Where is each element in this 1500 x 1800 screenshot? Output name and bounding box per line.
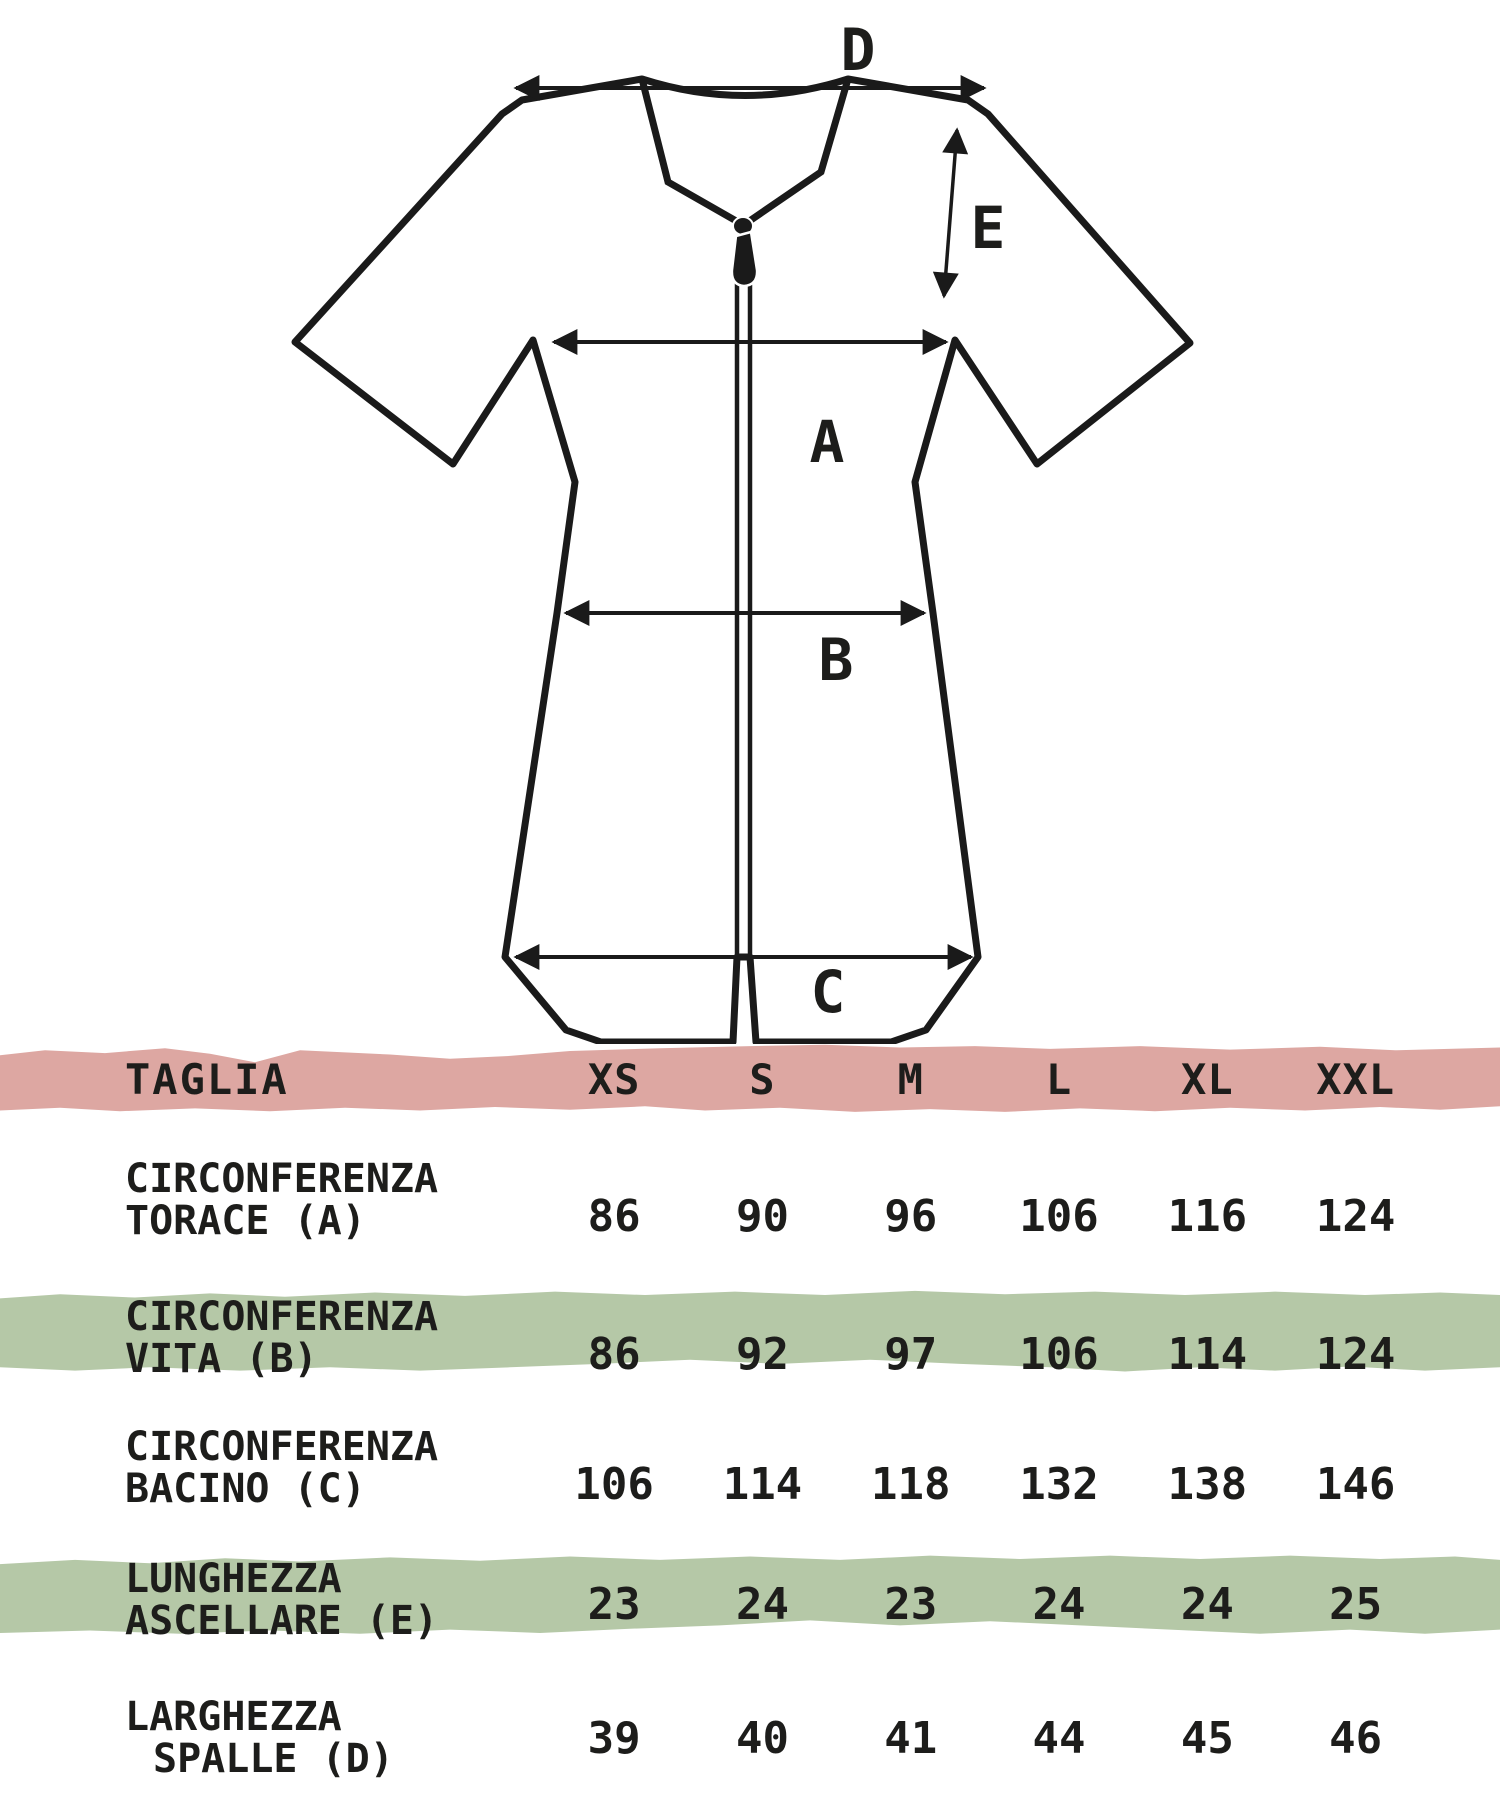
size-xs: XS [587,1054,641,1104]
cell-value: 132 [1019,1459,1099,1510]
table-row-vita: CIRCONFERENZA VITA (B) 86 92 97 106 114 … [0,1294,1430,1380]
neckline-right [746,78,852,225]
arrow-armpit-E [932,127,969,299]
row-label: LUNGHEZZA ASCELLARE (E) [125,1556,439,1644]
cell-value: 46 [1329,1712,1383,1764]
cell-value: 23 [884,1579,938,1630]
cell-value: 39 [587,1712,641,1764]
cell-value: 97 [884,1329,938,1380]
size-m: M [897,1054,924,1104]
label-E: E [971,194,1006,262]
cell-value: 90 [735,1191,789,1242]
row-label: CIRCONFERENZA TORACE (A) [125,1156,439,1244]
cell-value: 124 [1315,1329,1396,1380]
size-l: L [1045,1054,1073,1104]
cell-value: 86 [587,1329,641,1380]
cell-value: 106 [1019,1191,1099,1242]
cell-value: 96 [884,1191,938,1242]
table-row-spalle: LARGHEZZA SPALLE (D) 39 40 41 44 45 46 [0,1694,1430,1782]
cell-value: 44 [1032,1712,1086,1764]
table-header-row: TAGLIA XS S M L XL XXL [0,1046,1430,1112]
cell-value: 25 [1329,1579,1383,1630]
cell-value: 24 [735,1579,789,1630]
cell-value: 92 [735,1329,789,1380]
cell-value: 124 [1315,1191,1396,1242]
label-A: A [810,408,845,476]
size-xl: XL [1181,1054,1234,1104]
size-xxl: XXL [1316,1054,1396,1104]
label-D: D [841,16,876,84]
size-s: S [749,1054,776,1104]
cell-value: 114 [722,1459,803,1510]
cell-value: 24 [1180,1579,1234,1630]
cell-value: 41 [884,1712,938,1764]
size-column-title: TAGLIA [125,1054,289,1104]
cell-value: 138 [1167,1459,1248,1510]
cell-value: 106 [1019,1329,1099,1380]
cell-value: 106 [574,1459,654,1510]
cell-value: 23 [587,1579,641,1630]
cell-value: 146 [1315,1459,1396,1510]
highlight-band-ascellare [0,1555,1500,1634]
row-label: CIRCONFERENZA BACINO (C) [125,1424,439,1512]
table-row-ascellare: LUNGHEZZA ASCELLARE (E) 23 24 23 24 24 2… [0,1556,1430,1642]
garment-diagram: D A B C E [291,16,1194,1044]
table-row-torace: CIRCONFERENZA TORACE (A) 86 90 96 106 11… [0,1150,1430,1242]
cell-value: 86 [587,1191,641,1242]
neckline-left [638,78,740,226]
row-label: CIRCONFERENZA VITA (B) [125,1294,439,1382]
cell-value: 114 [1167,1329,1248,1380]
row-label: LARGHEZZA SPALLE (D) [125,1694,394,1782]
highlight-band-vita [0,1290,1500,1372]
zipper-pull-body [730,230,759,288]
table-row-bacino: CIRCONFERENZA BACINO (C) 106 114 118 132… [0,1422,1430,1510]
label-B: B [819,626,854,694]
cell-value: 116 [1167,1191,1248,1242]
cell-value: 118 [871,1459,951,1510]
label-C: C [811,958,846,1026]
cell-value: 40 [735,1712,789,1764]
cell-value: 45 [1180,1712,1234,1764]
cell-value: 24 [1032,1579,1086,1630]
